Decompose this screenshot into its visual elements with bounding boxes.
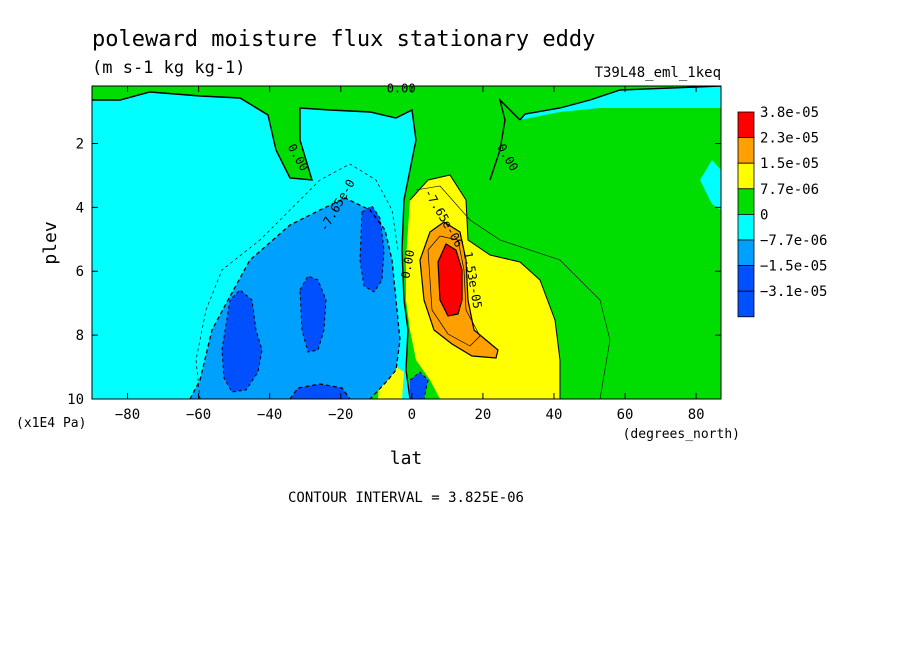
- y-axis-units: (x1E4 Pa): [16, 416, 86, 431]
- contour-zero-line: [92, 91, 417, 399]
- dataset-label: T39L48_eml_1keq: [595, 65, 721, 81]
- contour-pos-weak: [415, 185, 611, 399]
- x-tick-label: 0: [408, 407, 416, 423]
- contour-label: 0.00: [387, 81, 416, 95]
- x-axis-label: lat: [390, 448, 423, 469]
- legend-label: 7.7e-06: [760, 182, 819, 198]
- legend-swatch: [737, 239, 755, 267]
- x-tick-label: −40: [257, 407, 282, 423]
- x-axis: −80 −60 −40 −20 0 20 40 60 80: [115, 86, 705, 423]
- contour-neg-6: [409, 371, 429, 399]
- legend-label: 0: [760, 207, 768, 223]
- y-tick-label: 6: [76, 264, 84, 280]
- chart-title: poleward moisture flux stationary eddy: [92, 27, 595, 52]
- contour-pos-inner: [427, 235, 481, 347]
- fill-negative-mid-1: [222, 290, 262, 392]
- legend-swatch: [737, 213, 755, 241]
- contour-neg-1: [189, 197, 401, 399]
- contour-zero-line-nh2: [489, 97, 521, 181]
- contour-neg-outer: [195, 163, 399, 399]
- fill-positive-low: [92, 86, 721, 399]
- x-tick-label: −80: [115, 407, 140, 423]
- fill-nh-blue-small: [700, 160, 721, 210]
- contour-neg-3: [299, 275, 327, 353]
- contour-interval: CONTOUR INTERVAL = 3.825E-06: [288, 490, 524, 506]
- fill-negative-mid-4: [290, 384, 350, 399]
- contour-pos-high: [419, 221, 499, 359]
- legend-swatch: [737, 265, 755, 292]
- y-tick-label: 8: [76, 328, 84, 344]
- legend: 3.8e-05 2.3e-05 1.5e-05 7.7e-06 0 −7.7e-06 −1.…: [737, 105, 827, 318]
- x-tick-label: 40: [546, 407, 563, 423]
- contour-pos-max: [437, 243, 463, 317]
- legend-label: −3.1e-05: [760, 284, 827, 300]
- legend-label: −7.7e-06: [760, 233, 827, 249]
- contour-neg-2: [221, 289, 263, 393]
- y-tick-label: 10: [67, 392, 84, 408]
- y-axis-label: plev: [40, 221, 61, 264]
- legend-swatch: [737, 188, 755, 215]
- chart-subtitle: (m s-1 kg kg-1): [92, 58, 246, 78]
- y-tick-label: 2: [76, 136, 84, 152]
- y-tick-label: 4: [76, 200, 84, 216]
- y-axis: 2 4 6 8 10: [67, 136, 721, 408]
- contour-zero-line-nh: [519, 86, 721, 121]
- legend-swatch: [737, 162, 755, 190]
- legend-label: 1.5e-05: [760, 156, 819, 172]
- contour-neg-4: [359, 205, 385, 293]
- contour-neg-5: [289, 383, 351, 399]
- fill-negative-mid-3: [360, 206, 384, 292]
- legend-label: −1.5e-05: [760, 259, 827, 275]
- x-tick-label: 80: [688, 407, 705, 423]
- fill-nh-cyan-hole: [520, 86, 721, 120]
- x-tick-label: −60: [186, 407, 211, 423]
- contour-lines: [92, 86, 721, 399]
- contour-label: 0.00: [398, 249, 417, 280]
- fill-negative-mid-2: [300, 276, 326, 352]
- contour-pos-mid: [409, 174, 561, 399]
- legend-swatch: [737, 290, 755, 318]
- x-tick-label: −20: [328, 407, 353, 423]
- fill-negative-max-1: [236, 354, 252, 378]
- legend-swatch: [737, 137, 755, 164]
- fill-negative-mid-5: [410, 372, 428, 399]
- x-tick-label: 60: [617, 407, 634, 423]
- plot-frame: [91, 85, 722, 400]
- contour-fills: [92, 86, 721, 399]
- legend-label: 3.8e-05: [760, 105, 819, 121]
- fill-positive-max: [438, 244, 462, 316]
- x-tick-label: 20: [474, 407, 491, 423]
- legend-label: 2.3e-05: [760, 131, 819, 147]
- x-axis-units: (degrees_north): [623, 427, 740, 442]
- legend-swatch: [737, 111, 755, 139]
